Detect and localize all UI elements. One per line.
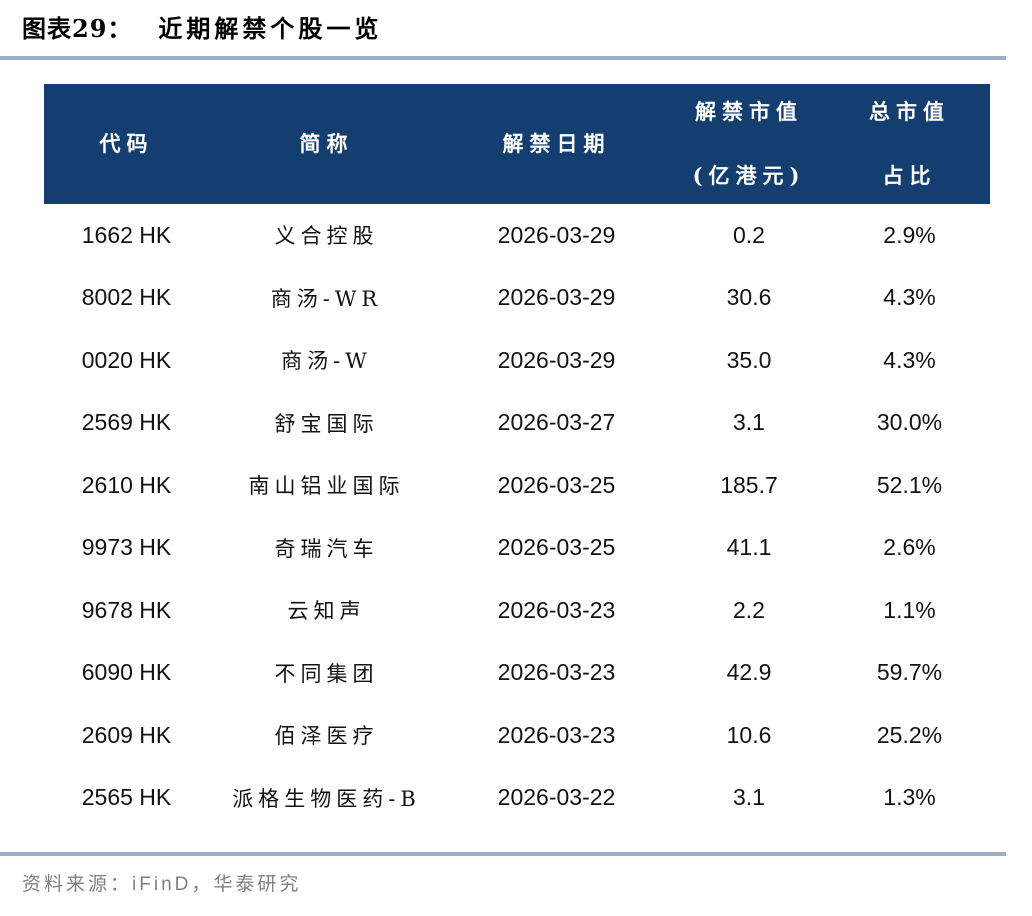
header-cell-unlock-value: 解禁市值 (亿港元) [669, 84, 829, 204]
table-row: 6090 HK 不同集团 2026-03-23 42.9 59.7% [44, 642, 990, 705]
header-unlock-value-line1: 解禁市值 [695, 99, 803, 124]
cell-unlock-value: 0.2 [733, 221, 765, 248]
cell-name: 商汤-WR [270, 286, 383, 311]
cell-code: 2569 HK [81, 409, 172, 436]
table-row: 9973 HK 奇瑞汽车 2026-03-25 41.1 2.6% [44, 517, 990, 580]
cell-name: 不同集团 [274, 661, 379, 686]
cell-name: 云知声 [287, 599, 366, 624]
cell-unlock-value: 3.1 [733, 409, 765, 436]
cell-name: 奇瑞汽车 [274, 536, 379, 561]
header-cell-name: 简称 [299, 131, 354, 156]
cell-unlock-value: 35.0 [726, 346, 772, 373]
cell-unlock-value: 2.2 [733, 596, 765, 623]
table-row: 1662 HK 义合控股 2026-03-29 0.2 2.9% [44, 204, 990, 267]
header-total-mcap-line1: 总市值 [869, 99, 950, 124]
cell-name: 佰泽医疗 [274, 724, 379, 749]
header-unlock-value-line2: (亿港元) [692, 163, 806, 188]
table-row: 2569 HK 舒宝国际 2026-03-27 3.1 30.0% [44, 392, 990, 455]
cell-total-mcap-pct: 59.7% [876, 659, 943, 686]
figure-title: 图表29： 近期解禁个股一览 [0, 0, 1032, 56]
cell-name: 舒宝国际 [274, 411, 379, 436]
cell-date: 2026-03-29 [497, 284, 616, 311]
header-total-mcap-line2: 占比 [882, 163, 937, 188]
cell-total-mcap-pct: 4.3% [883, 346, 936, 373]
figure-index-label: 图表29： [22, 14, 133, 43]
unlock-stocks-table: 代码 简称 解禁日期 解禁市值 (亿港元) 总市值 占比 1662 HK 义合控… [44, 84, 990, 829]
cell-total-mcap-pct: 1.3% [883, 784, 936, 811]
cell-total-mcap-pct: 2.9% [883, 221, 936, 248]
table-row: 9678 HK 云知声 2026-03-23 2.2 1.1% [44, 579, 990, 642]
cell-unlock-value: 3.1 [733, 784, 765, 811]
cell-unlock-value: 42.9 [726, 659, 772, 686]
cell-code: 2610 HK [81, 471, 172, 498]
cell-name: 南山铝业国际 [248, 474, 405, 499]
header-cell-code: 代码 [99, 131, 154, 156]
figure-title-text: 近期解禁个股一览 [158, 14, 383, 43]
cell-total-mcap-pct: 52.1% [876, 471, 943, 498]
table-row: 8002 HK 商汤-WR 2026-03-29 30.6 4.3% [44, 267, 990, 330]
cell-date: 2026-03-23 [497, 721, 616, 748]
cell-unlock-value: 185.7 [720, 471, 778, 498]
cell-date: 2026-03-29 [497, 221, 616, 248]
cell-name: 派格生物医药-B [232, 786, 421, 811]
cell-date: 2026-03-29 [497, 346, 616, 373]
cell-code: 0020 HK [81, 346, 172, 373]
cell-unlock-value: 10.6 [726, 721, 772, 748]
table-header-row: 代码 简称 解禁日期 解禁市值 (亿港元) 总市值 占比 [44, 84, 990, 204]
table-row: 0020 HK 商汤-W 2026-03-29 35.0 4.3% [44, 329, 990, 392]
table-row: 2609 HK 佰泽医疗 2026-03-23 10.6 25.2% [44, 704, 990, 767]
cell-total-mcap-pct: 25.2% [876, 721, 943, 748]
cell-total-mcap-pct: 30.0% [876, 409, 943, 436]
cell-name: 商汤-W [281, 349, 372, 374]
header-cell-date: 解禁日期 [502, 131, 611, 156]
cell-date: 2026-03-25 [497, 471, 616, 498]
cell-total-mcap-pct: 2.6% [883, 534, 936, 561]
cell-date: 2026-03-22 [497, 784, 616, 811]
cell-date: 2026-03-27 [497, 409, 616, 436]
cell-unlock-value: 41.1 [726, 534, 772, 561]
cell-name: 义合控股 [274, 224, 379, 249]
cell-unlock-value: 30.6 [726, 284, 772, 311]
cell-code: 6090 HK [81, 659, 172, 686]
cell-date: 2026-03-23 [497, 596, 616, 623]
title-underline [0, 56, 1006, 60]
cell-total-mcap-pct: 4.3% [883, 284, 936, 311]
cell-total-mcap-pct: 1.1% [883, 596, 936, 623]
source-note: 资料来源：iFinD，华泰研究 [0, 856, 1032, 896]
source-text: iFinD，华泰研究 [132, 874, 302, 895]
cell-date: 2026-03-25 [497, 534, 616, 561]
table-row: 2565 HK 派格生物医药-B 2026-03-22 3.1 1.3% [44, 767, 990, 830]
cell-code: 1662 HK [81, 221, 172, 248]
table-row: 2610 HK 南山铝业国际 2026-03-25 185.7 52.1% [44, 454, 990, 517]
cell-code: 9973 HK [81, 534, 172, 561]
table-body: 1662 HK 义合控股 2026-03-29 0.2 2.9% 8002 HK… [44, 204, 990, 829]
source-divider [0, 852, 1006, 856]
source-prefix-label: 资料来源： [22, 873, 133, 895]
cell-code: 2609 HK [81, 721, 172, 748]
header-cell-total-mcap-pct: 总市值 占比 [829, 84, 990, 204]
cell-code: 8002 HK [81, 284, 172, 311]
cell-code: 9678 HK [81, 596, 172, 623]
cell-code: 2565 HK [81, 784, 172, 811]
cell-date: 2026-03-23 [497, 659, 616, 686]
